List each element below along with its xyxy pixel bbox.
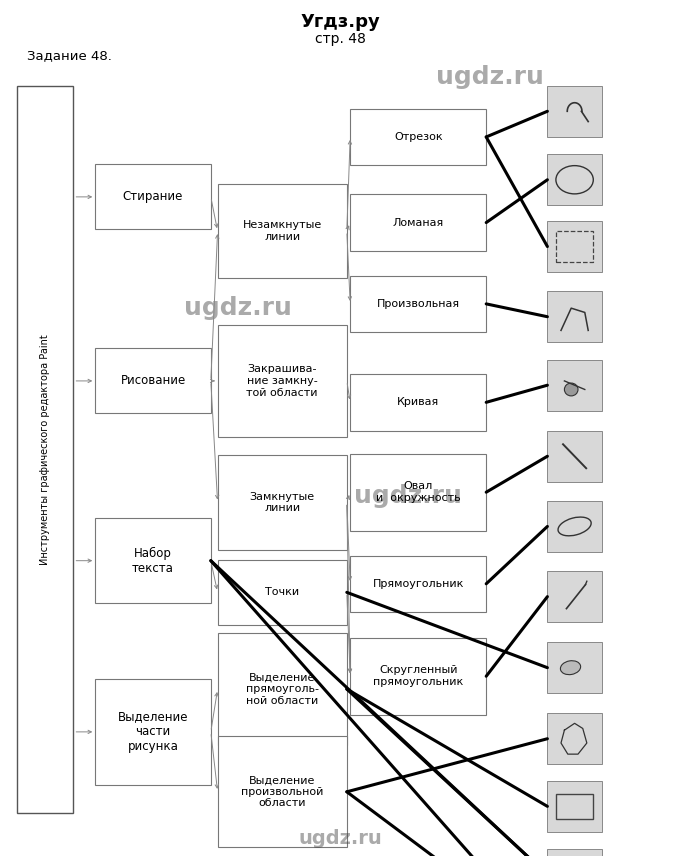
Bar — [350, 454, 486, 531]
Bar — [547, 781, 602, 832]
Text: Угдз.ру: Угдз.ру — [300, 13, 380, 32]
Text: Закрашива-
ние замкну-
той области: Закрашива- ние замкну- той области — [246, 365, 318, 397]
Text: Выделение
части
рисунка: Выделение части рисунка — [118, 710, 188, 753]
Bar — [556, 794, 593, 819]
Bar — [547, 221, 602, 272]
Bar — [350, 276, 486, 332]
Bar — [547, 291, 602, 342]
Bar — [350, 638, 486, 715]
Text: Замкнутые
линии: Замкнутые линии — [250, 491, 315, 514]
Bar — [95, 348, 211, 413]
Bar — [547, 571, 602, 622]
Bar — [95, 679, 211, 785]
Bar — [17, 86, 73, 813]
Bar — [547, 849, 602, 856]
Text: ugdz.ru: ugdz.ru — [436, 65, 543, 89]
Text: ugdz.ru: ugdz.ru — [354, 484, 462, 508]
Text: Задание 48.: Задание 48. — [27, 49, 112, 62]
Text: Выделение
прямоуголь-
ной области: Выделение прямоуголь- ной области — [245, 673, 319, 705]
Text: Овал
и  окружность: Овал и окружность — [376, 481, 460, 503]
Text: ugdz.ru: ugdz.ru — [184, 296, 292, 320]
Text: Произвольная: Произвольная — [377, 299, 460, 309]
Bar — [547, 501, 602, 552]
Text: Скругленный
прямоугольник: Скругленный прямоугольник — [373, 665, 463, 687]
Bar — [547, 86, 602, 137]
Text: Ломаная: Ломаная — [392, 217, 444, 228]
Text: Рисование: Рисование — [120, 374, 186, 388]
Ellipse shape — [564, 383, 578, 395]
Bar — [218, 633, 347, 745]
Bar — [218, 560, 347, 625]
Bar — [547, 642, 602, 693]
Bar — [95, 518, 211, 603]
Text: Инструменты графического редактора Paint: Инструменты графического редактора Paint — [40, 334, 50, 565]
Bar — [218, 455, 347, 550]
Bar — [218, 184, 347, 278]
Bar — [547, 713, 602, 764]
Bar — [350, 374, 486, 431]
Text: Набор
текста: Набор текста — [132, 547, 174, 574]
Bar — [350, 556, 486, 612]
Bar — [350, 194, 486, 251]
Bar — [547, 360, 602, 411]
Bar — [218, 325, 347, 437]
Bar — [556, 231, 593, 262]
Bar — [547, 431, 602, 482]
Text: Прямоугольник: Прямоугольник — [373, 579, 464, 589]
Text: Кривая: Кривая — [397, 397, 439, 407]
Text: Незамкнутые
линии: Незамкнутые линии — [243, 220, 322, 242]
Bar — [350, 109, 486, 165]
Text: стр. 48: стр. 48 — [315, 32, 365, 45]
Bar — [95, 164, 211, 229]
Text: Стирание: Стирание — [123, 190, 183, 204]
Bar — [547, 154, 602, 205]
Text: ugdz.ru: ugdz.ru — [298, 829, 382, 848]
Text: Точки: Точки — [265, 587, 299, 597]
Ellipse shape — [560, 661, 581, 675]
Bar — [218, 736, 347, 847]
Text: Выделение
произвольной
области: Выделение произвольной области — [241, 776, 324, 808]
Text: Отрезок: Отрезок — [394, 132, 443, 142]
